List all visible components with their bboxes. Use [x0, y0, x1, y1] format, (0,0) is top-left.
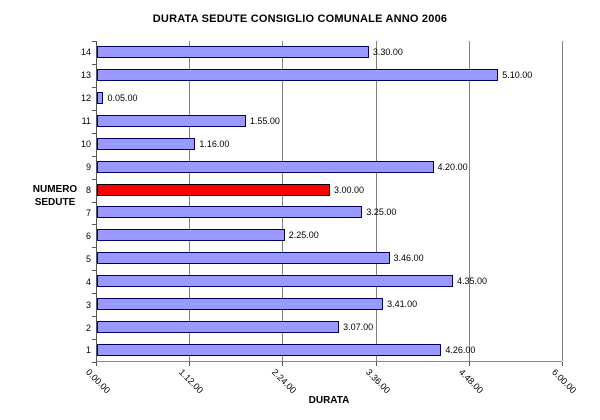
bar-seduta-12	[97, 92, 104, 105]
category-label-1: 1	[85, 345, 91, 356]
bar-row-seduta-10: 1.16.00	[97, 132, 562, 155]
bar-value-label-1: 4.26.00	[445, 344, 476, 355]
x-axis-tick-1.2	[189, 362, 191, 366]
bar-row-seduta-8: 3.00.00	[97, 178, 562, 201]
category-label-14: 14	[80, 47, 91, 58]
bar-rows: 3.30.00 5.10.00 0.05.00 1.55.00 1.16.00 4.20.…	[97, 41, 562, 361]
bar-seduta-7	[97, 206, 363, 219]
bar-row-seduta-12: 0.05.00	[97, 87, 562, 110]
y-axis-tick-6	[92, 178, 96, 180]
x-tick-label-3.36.00: 3.36.00	[363, 367, 392, 396]
y-axis-title: NUMERO SEDUTE	[28, 184, 82, 209]
bar-value-label-10: 1.16.00	[199, 138, 230, 149]
bar-seduta-9	[97, 160, 434, 173]
category-label-10: 10	[80, 139, 91, 150]
bar-row-seduta-9: 4.20.00	[97, 155, 562, 178]
gridline-x-6	[562, 41, 563, 361]
x-axis-tick-3.6	[375, 362, 377, 366]
category-label-9: 9	[85, 162, 91, 173]
bar-seduta-8-highlighted	[97, 183, 330, 196]
bar-row-seduta-4: 4.35.00	[97, 270, 562, 293]
y-axis-tick-14	[92, 362, 96, 363]
bar-seduta-13	[97, 69, 499, 82]
bar-value-label-3: 3.41.00	[387, 298, 418, 309]
y-axis-tick-3	[92, 109, 96, 111]
category-label-7: 7	[85, 207, 91, 218]
x-tick-label-1.12.00: 1.12.00	[177, 367, 206, 396]
category-label-4: 4	[85, 276, 91, 287]
category-axis-labels: 14 13 12 11 10 9 8 7 6 5 4 3 2 1	[56, 41, 92, 362]
bar-seduta-14	[97, 46, 369, 59]
bar-row-seduta-2: 3.07.00	[97, 315, 562, 338]
plot-area: 3.30.00 5.10.00 0.05.00 1.55.00 1.16.00 4.20.…	[96, 41, 563, 362]
bar-value-label-7: 3.25.00	[366, 207, 397, 218]
bar-row-seduta-3: 3.41.00	[97, 292, 562, 315]
bar-value-label-6: 2.25.00	[288, 230, 319, 241]
bar-seduta-4	[97, 275, 453, 288]
y-axis-tick-12	[92, 316, 96, 318]
bar-value-label-9: 4.20.00	[437, 161, 468, 172]
x-axis-tick-2.4	[282, 362, 284, 366]
bar-seduta-1	[97, 343, 442, 356]
y-axis-tick-8	[92, 224, 96, 226]
bar-value-label-5: 3.46.00	[393, 253, 424, 264]
bar-seduta-2	[97, 320, 340, 333]
chart-title: DURATA SEDUTE CONSIGLIO COMUNALE ANNO 20…	[152, 13, 448, 25]
bar-value-label-11: 1.55.00	[249, 116, 280, 126]
bar-row-seduta-14: 3.30.00	[97, 41, 562, 64]
x-tick-label-6.00.00: 6.00.00	[549, 367, 579, 396]
bar-row-seduta-7: 3.25.00	[97, 201, 562, 224]
y-axis-tick-11	[92, 293, 96, 295]
category-label-11: 11	[81, 116, 91, 127]
y-axis-tick-4	[92, 132, 96, 134]
category-label-2: 2	[85, 322, 91, 333]
y-axis-tick-9	[92, 247, 96, 249]
gridline-x-2.4	[282, 41, 284, 361]
y-axis-tick-5	[92, 155, 96, 157]
y-axis-title-line2: SEDUTE	[34, 196, 76, 208]
bar-row-seduta-6: 2.25.00	[97, 224, 562, 247]
category-label-13: 13	[80, 70, 91, 81]
bar-seduta-11	[97, 115, 246, 127]
bar-row-seduta-11: 1.55.00	[97, 110, 562, 133]
category-label-5: 5	[85, 253, 91, 264]
bar-value-label-2: 3.07.00	[343, 321, 374, 332]
bar-row-seduta-1: 4.26.00	[97, 338, 562, 361]
x-tick-label-4.48.00: 4.48.00	[456, 367, 486, 396]
y-axis-tick-10	[92, 270, 96, 272]
gridline-x-1.2	[189, 41, 191, 361]
bar-value-label-8: 3.00.00	[334, 184, 365, 195]
gridline-x-3.6	[375, 41, 377, 361]
x-tick-label-0.00.00: 0.00.00	[83, 367, 113, 396]
y-axis-tick-1	[92, 63, 96, 65]
category-label-12: 12	[80, 93, 91, 104]
category-label-8: 8	[85, 184, 91, 195]
y-axis-tick-7	[92, 201, 96, 203]
category-label-6: 6	[85, 230, 91, 241]
bar-row-seduta-13: 5.10.00	[97, 64, 562, 87]
gridline-x-4.8	[468, 41, 470, 361]
bar-value-label-14: 3.30.00	[372, 47, 403, 58]
bar-seduta-3	[97, 297, 384, 310]
bar-value-label-13: 5.10.00	[502, 70, 533, 81]
y-axis-title-line1: NUMERO	[32, 184, 78, 195]
x-axis-tick-0	[96, 362, 97, 366]
bar-seduta-10	[97, 137, 196, 150]
y-axis-tick-0	[92, 41, 96, 42]
bar-row-seduta-5: 3.46.00	[97, 247, 562, 270]
category-label-3: 3	[85, 299, 91, 310]
x-axis-tick-4.8	[468, 362, 470, 366]
bar-value-label-12: 0.05.00	[107, 93, 138, 104]
bar-seduta-5	[97, 252, 390, 265]
bar-seduta-6	[97, 229, 285, 242]
y-axis-tick-2	[92, 86, 96, 88]
x-axis-title: DURATA	[308, 395, 350, 406]
bar-value-label-4: 4.35.00	[456, 276, 487, 287]
x-axis-tick-6	[562, 362, 563, 366]
y-axis-tick-13	[92, 339, 96, 341]
x-tick-label-2.24.00: 2.24.00	[270, 367, 299, 396]
